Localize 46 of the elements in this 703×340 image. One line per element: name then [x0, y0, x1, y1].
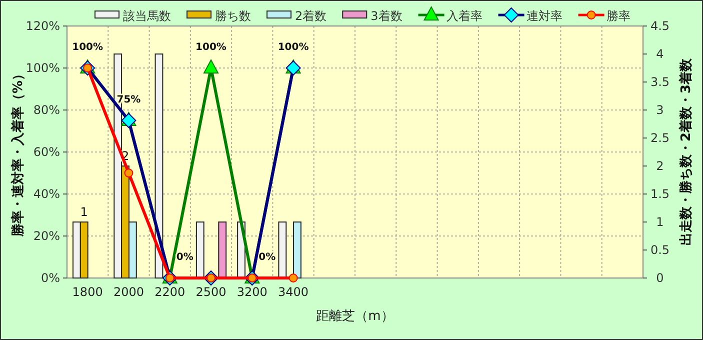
legend-label: 該当馬数 [123, 9, 171, 23]
y2-tick-label: 4.5 [650, 19, 670, 33]
legend-label: 勝ち数 [215, 9, 251, 23]
data-label: 0% [176, 252, 194, 263]
legend-label: 勝率 [606, 9, 630, 23]
bar [196, 222, 204, 278]
x-tick-label: 2000 [113, 285, 144, 299]
y-tick-label: 20% [33, 229, 60, 243]
legend-label: 2着数 [295, 9, 327, 23]
y-tick-label: 100% [26, 61, 60, 75]
x-tick-label: 1800 [72, 285, 103, 299]
point [204, 60, 218, 74]
x-tick-label: 3400 [278, 285, 309, 299]
x-tick-label: 3200 [236, 285, 268, 299]
y-tick-label: 120% [26, 19, 60, 33]
y2-tick-label: 4 [656, 47, 664, 61]
y2-tick-label: 0.5 [650, 243, 670, 257]
bar [293, 222, 302, 278]
x-tick-label: 2200 [154, 285, 186, 299]
legend-label: 3着数 [370, 9, 402, 23]
y-tick-label: 80% [33, 103, 60, 117]
data-label: 100% [196, 42, 226, 53]
point [124, 168, 134, 178]
data-label: 0% [258, 252, 276, 263]
y2-tick-label: 1.5 [650, 187, 670, 201]
bar [278, 222, 287, 278]
bar [128, 222, 137, 278]
y-tick-label: 0% [40, 271, 60, 285]
data-label: 1 [80, 205, 88, 219]
y-tick-label: 40% [33, 187, 60, 201]
y-axis-title: 勝率・連対率・入着率（%） [10, 67, 26, 238]
legend-label: 連対率 [526, 9, 562, 23]
legend-label: 入着率 [446, 9, 482, 23]
y2-tick-label: 1 [656, 215, 664, 229]
y2-tick-label: 3.5 [650, 75, 670, 89]
point [288, 274, 298, 282]
x-tick-label: 2500 [196, 285, 226, 299]
y-tick-label: 60% [33, 145, 60, 159]
x-axis-title: 距離芝（m） [316, 309, 394, 324]
y2-tick-label: 0 [656, 271, 664, 285]
y2-tick-label: 2.5 [650, 131, 670, 145]
y2-axis-title: 出走数・勝ち数・2着数・3着数 [678, 57, 694, 246]
y2-tick-label: 3 [656, 103, 664, 117]
y2-tick-label: 2 [656, 159, 664, 173]
data-label: 100% [278, 42, 309, 53]
data-label: 100% [72, 42, 104, 53]
